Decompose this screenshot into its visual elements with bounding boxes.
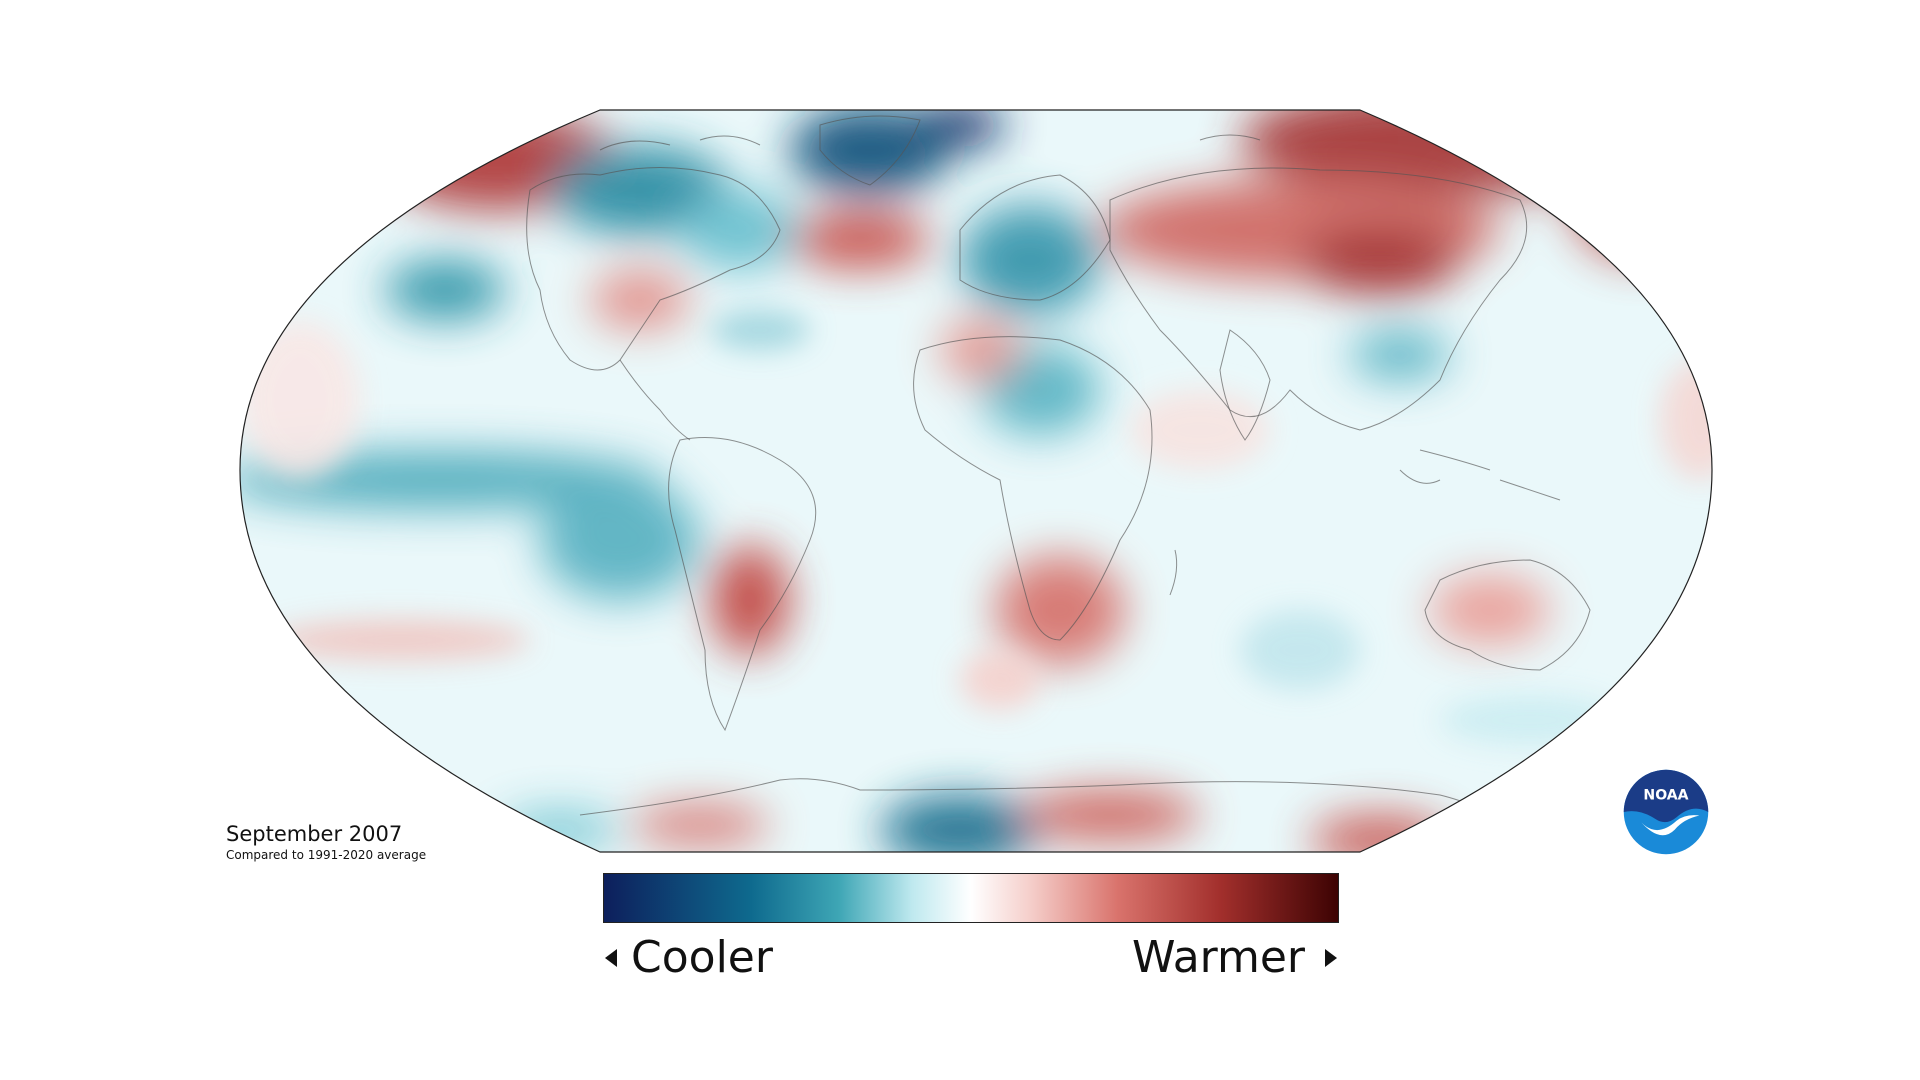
coastlines [526, 115, 1644, 816]
legend-cooler: Cooler [605, 930, 773, 986]
legend-warmer-label: Warmer [1132, 932, 1305, 983]
globe-field [240, 110, 1712, 852]
right-arrow-icon [1325, 949, 1337, 967]
noaa-logo-text: NOAA [1643, 788, 1688, 804]
globe-outline [239, 109, 1713, 853]
map-date-title: September 2007 [226, 822, 403, 846]
noaa-logo: NOAA [1623, 769, 1709, 855]
left-arrow-icon [605, 949, 617, 967]
legend-cooler-label: Cooler [631, 932, 773, 983]
color-scale-bar [603, 873, 1339, 923]
color-scale-gradient [604, 874, 1338, 922]
map-baseline-subtitle: Compared to 1991-2020 average [226, 848, 427, 862]
legend-warmer: Warmer [1132, 930, 1337, 986]
